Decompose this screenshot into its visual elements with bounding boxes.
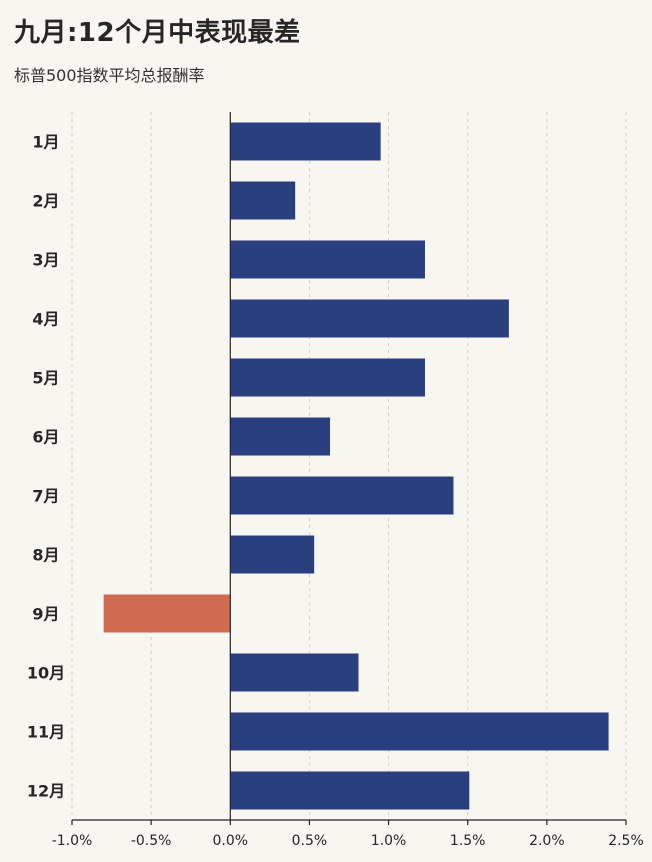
- category-label: 12月: [27, 782, 65, 801]
- category-label: 2月: [32, 192, 59, 211]
- x-tick-label: 0.0%: [212, 833, 248, 849]
- chart-subtitle: 标普500指数平均总报酬率: [14, 66, 205, 85]
- category-label: 10月: [27, 664, 65, 683]
- bar-3: [230, 240, 425, 279]
- bars: [103, 122, 609, 810]
- category-label: 4月: [32, 310, 59, 329]
- x-tick-label: -1.0%: [52, 833, 93, 849]
- bar-6: [230, 417, 331, 456]
- category-label: 6月: [32, 428, 59, 447]
- bar-10: [230, 653, 359, 692]
- category-label: 1月: [32, 133, 59, 152]
- bar-7: [230, 476, 454, 515]
- bar-11: [230, 712, 609, 751]
- category-label: 8月: [32, 546, 59, 565]
- category-label: 9月: [32, 605, 59, 624]
- bar-1: [230, 122, 381, 161]
- chart-title: 九月:12个月中表现最差: [14, 18, 301, 48]
- bar-12: [230, 771, 470, 810]
- bar-9: [103, 594, 231, 633]
- bar-8: [230, 535, 315, 574]
- x-tick-label: -0.5%: [131, 833, 172, 849]
- bar-5: [230, 358, 425, 397]
- labels: 1月 2月 3月 4月 5月 6月 7月 8月 9月 10月 11月 12月 -1.0% -0.5% 0.0…: [27, 133, 644, 850]
- x-tick-label: 2.0%: [529, 833, 565, 849]
- grid-lines: [71, 112, 627, 820]
- axes: [71, 112, 627, 825]
- category-label: 11月: [27, 723, 65, 742]
- x-tick-label: 1.5%: [450, 833, 486, 849]
- category-label: 7月: [32, 487, 59, 506]
- x-tick-label: 0.5%: [292, 833, 328, 849]
- bar-2: [230, 181, 296, 220]
- x-tick-label: 2.5%: [608, 833, 644, 849]
- category-label: 3月: [32, 251, 59, 270]
- x-tick-label: 1.0%: [371, 833, 407, 849]
- bar-4: [230, 299, 509, 338]
- category-label: 5月: [32, 369, 59, 388]
